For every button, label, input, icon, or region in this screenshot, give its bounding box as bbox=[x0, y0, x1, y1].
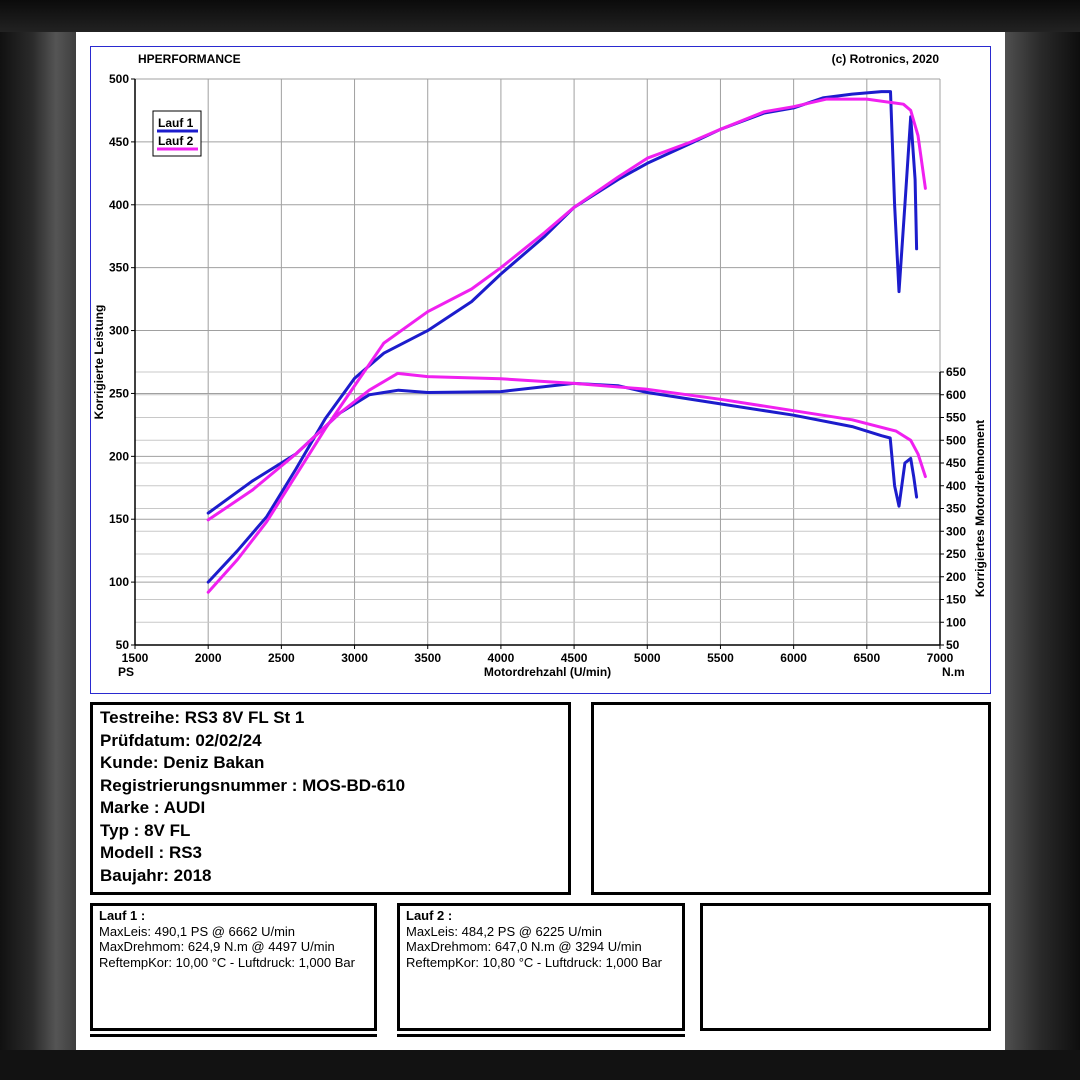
pruefdatum-text: Prüfdatum: 02/02/24 bbox=[100, 730, 262, 750]
dyno-chart: 1500 2000 2500 3000 3500 4000 4500 5000 5500 6000… bbox=[92, 72, 987, 679]
yr-tick-label-200: 200 bbox=[946, 570, 966, 584]
run-2-maxdreh: MaxDrehmom: 647,0 N.m @ 3294 U/min bbox=[406, 939, 642, 954]
yr-tick-label-400: 400 bbox=[946, 479, 966, 493]
x-tick-label-7000: 7000 bbox=[927, 651, 954, 665]
yr-tick-label-150: 150 bbox=[946, 593, 966, 607]
background-top bbox=[0, 0, 1080, 32]
empty-box-top bbox=[591, 702, 991, 895]
registrierung-text: Registrierungsnummer : MOS-BD-610 bbox=[100, 775, 406, 795]
x-tick-label-2000: 2000 bbox=[195, 651, 222, 665]
header-copyright: (c) Rotronics, 2020 bbox=[831, 52, 939, 66]
yr-tick-label-500: 500 bbox=[946, 433, 966, 447]
yr-tick-label-350: 350 bbox=[946, 502, 966, 516]
run-2-title: Lauf 2 : bbox=[406, 908, 453, 923]
dyno-sheet: HPERFORMANCE (c) Rotronics, 2020 1500 200… bbox=[76, 32, 1005, 1050]
x-tick-label-4000: 4000 bbox=[488, 651, 515, 665]
background-left bbox=[0, 0, 80, 1080]
legend-label-2: Lauf 2 bbox=[158, 134, 194, 148]
x-tick-label-6500: 6500 bbox=[853, 651, 880, 665]
series-line-lauf-1-torque bbox=[206, 381, 919, 515]
yr-tick-label-450: 450 bbox=[946, 456, 966, 470]
run-1-maxdreh: MaxDrehmom: 624,9 N.m @ 4497 U/min bbox=[99, 939, 335, 954]
series-line-lauf-2-torque bbox=[206, 371, 927, 522]
x-tick-label-3000: 3000 bbox=[341, 651, 368, 665]
axis-layer: 1500 2000 2500 3000 3500 4000 4500 5000 5500 6000… bbox=[92, 72, 987, 679]
yl-tick-label-150: 150 bbox=[109, 512, 129, 526]
yr-tick-label-250: 250 bbox=[946, 547, 966, 561]
baujahr-text: Baujahr: 2018 bbox=[100, 865, 212, 885]
marke-text: Marke : AUDI bbox=[100, 798, 206, 817]
modell-text: Modell : RS3 bbox=[100, 843, 203, 862]
yl-tick-label-400: 400 bbox=[109, 198, 129, 212]
legend-label-1: Lauf 1 bbox=[158, 116, 194, 130]
x-tick-label-5000: 5000 bbox=[634, 651, 661, 665]
yl-tick-label-500: 500 bbox=[109, 72, 129, 86]
x-unit-left: PS bbox=[118, 665, 134, 679]
yr-tick-label-100: 100 bbox=[946, 615, 966, 629]
run-1-title: Lauf 1 : bbox=[99, 908, 146, 923]
yl-tick-label-250: 250 bbox=[109, 386, 129, 400]
footer-line-2 bbox=[397, 1034, 685, 1037]
yl-tick-label-450: 450 bbox=[109, 135, 129, 149]
y-axis-right-title: Korrigiertes Motordrehmoment bbox=[973, 420, 987, 597]
x-axis-title: Motordrehzahl (U/min) bbox=[484, 665, 611, 679]
run-1-reftemp: ReftempKor: 10,00 °C - Luftdruck: 1,000 … bbox=[99, 954, 355, 970]
kunde-text: Kunde: Deniz Bakan bbox=[100, 753, 265, 772]
plot-frame bbox=[90, 46, 991, 694]
testreihe-text: Testreihe: RS3 8V FL St 1 bbox=[100, 708, 305, 727]
yl-tick-label-100: 100 bbox=[109, 575, 129, 589]
series-line-lauf-1-power bbox=[206, 90, 919, 584]
x-tick-label-3500: 3500 bbox=[414, 651, 441, 665]
yr-tick-label-650: 650 bbox=[946, 365, 966, 379]
x-tick-label-1500: 1500 bbox=[122, 651, 149, 665]
yl-tick-label-300: 300 bbox=[109, 324, 129, 338]
grid-layer bbox=[134, 78, 941, 646]
yl-tick-label-200: 200 bbox=[109, 449, 129, 463]
footer-line-1 bbox=[90, 1034, 377, 1037]
y-axis-left-title: Korrigierte Leistung bbox=[92, 305, 106, 420]
run-2-box: Lauf 2 : MaxLeis: 484,2 PS @ 6225 U/min … bbox=[397, 903, 685, 1031]
yl-tick-label-350: 350 bbox=[109, 261, 129, 275]
yr-tick-label-50: 50 bbox=[946, 638, 960, 652]
yl-tick-label-50: 50 bbox=[116, 638, 130, 652]
empty-box-bottom bbox=[700, 903, 991, 1031]
x-tick-label-2500: 2500 bbox=[268, 651, 295, 665]
legend-layer: Lauf 1 Lauf 2 bbox=[152, 110, 202, 157]
yr-tick-label-600: 600 bbox=[946, 388, 966, 402]
series-layer bbox=[206, 90, 927, 594]
run-2-maxleis: MaxLeis: 484,2 PS @ 6225 U/min bbox=[406, 923, 603, 939]
x-unit-right: N.m bbox=[942, 665, 965, 679]
test-details-box: Testreihe: RS3 8V FL St 1 Prüfdatum: 02/… bbox=[90, 702, 571, 895]
background-bottom bbox=[0, 1050, 1080, 1080]
x-tick-label-4500: 4500 bbox=[561, 651, 588, 665]
yr-tick-label-300: 300 bbox=[946, 524, 966, 538]
run-1-box: Lauf 1 : MaxLeis: 490,1 PS @ 6662 U/min … bbox=[90, 903, 377, 1031]
header-company: HPERFORMANCE bbox=[138, 52, 241, 66]
series-line-lauf-2-power bbox=[206, 97, 927, 594]
typ-text: Typ : 8V FL bbox=[100, 820, 191, 840]
x-tick-label-6000: 6000 bbox=[780, 651, 807, 665]
background-right bbox=[1000, 0, 1080, 1080]
run-2-reftemp: ReftempKor: 10,80 °C - Luftdruck: 1,000 … bbox=[406, 954, 662, 970]
x-tick-label-5500: 5500 bbox=[707, 651, 734, 665]
run-1-maxleis: MaxLeis: 490,1 PS @ 6662 U/min bbox=[99, 923, 296, 939]
yr-tick-label-550: 550 bbox=[946, 411, 966, 425]
